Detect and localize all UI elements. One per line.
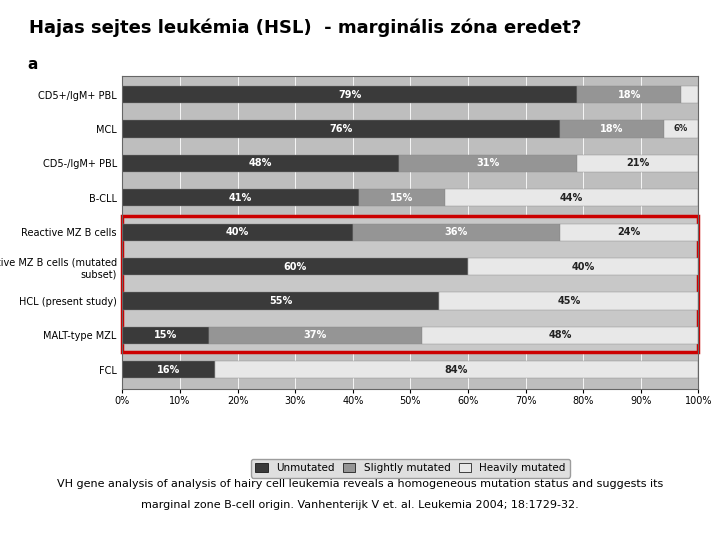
Text: 79%: 79% [338, 90, 361, 99]
Text: 48%: 48% [249, 158, 272, 168]
Text: 16%: 16% [157, 365, 180, 375]
Text: 40%: 40% [572, 261, 595, 272]
Bar [445, 189, 698, 206]
Bar [122, 361, 215, 379]
Bar [664, 120, 698, 138]
Text: 15%: 15% [390, 193, 413, 203]
Text: 31%: 31% [477, 158, 500, 168]
Text: 45%: 45% [557, 296, 580, 306]
Text: 15%: 15% [154, 330, 177, 340]
Text: 37%: 37% [304, 330, 327, 340]
Text: 6%: 6% [674, 124, 688, 133]
Bar [122, 258, 468, 275]
Text: 21%: 21% [626, 158, 649, 168]
Text: 84%: 84% [445, 365, 468, 375]
Bar [122, 155, 399, 172]
Text: 18%: 18% [618, 90, 641, 99]
Text: 40%: 40% [226, 227, 249, 237]
Bar [359, 189, 445, 206]
Text: 36%: 36% [445, 227, 468, 237]
Text: a: a [27, 57, 37, 72]
Bar [122, 224, 353, 241]
Text: 24%: 24% [618, 227, 641, 237]
Text: marginal zone B-cell origin. Vanhenterijk V et. al. Leukemia 2004; 18:1729-32.: marginal zone B-cell origin. Vanhenterij… [141, 500, 579, 510]
Text: 60%: 60% [284, 261, 307, 272]
Bar [439, 293, 698, 309]
Bar [209, 327, 422, 344]
Text: Hajas sejtes leukémia (HSL)  - marginális zóna eredet?: Hajas sejtes leukémia (HSL) - marginális… [29, 19, 581, 37]
Bar [353, 224, 560, 241]
Bar [122, 86, 577, 103]
Bar [681, 86, 698, 103]
Bar [577, 86, 681, 103]
Bar [560, 120, 664, 138]
Bar [215, 361, 698, 379]
Bar [399, 155, 577, 172]
Text: 18%: 18% [600, 124, 624, 134]
Bar [122, 189, 359, 206]
Bar [468, 258, 698, 275]
Legend: Unmutated, Slightly mutated, Heavily mutated: Unmutated, Slightly mutated, Heavily mut… [251, 459, 570, 477]
Bar [122, 293, 439, 309]
Bar [122, 215, 698, 352]
Bar [560, 224, 698, 241]
Bar [122, 120, 560, 138]
Text: 44%: 44% [560, 193, 583, 203]
Text: 76%: 76% [330, 124, 353, 134]
Bar [577, 155, 698, 172]
Bar [122, 327, 209, 344]
Text: VH gene analysis of analysis of hairy cell leukemia reveals a homogeneous mutati: VH gene analysis of analysis of hairy ce… [57, 478, 663, 489]
Text: 55%: 55% [269, 296, 292, 306]
Text: 48%: 48% [549, 330, 572, 340]
Bar [422, 327, 698, 344]
Text: 41%: 41% [229, 193, 252, 203]
